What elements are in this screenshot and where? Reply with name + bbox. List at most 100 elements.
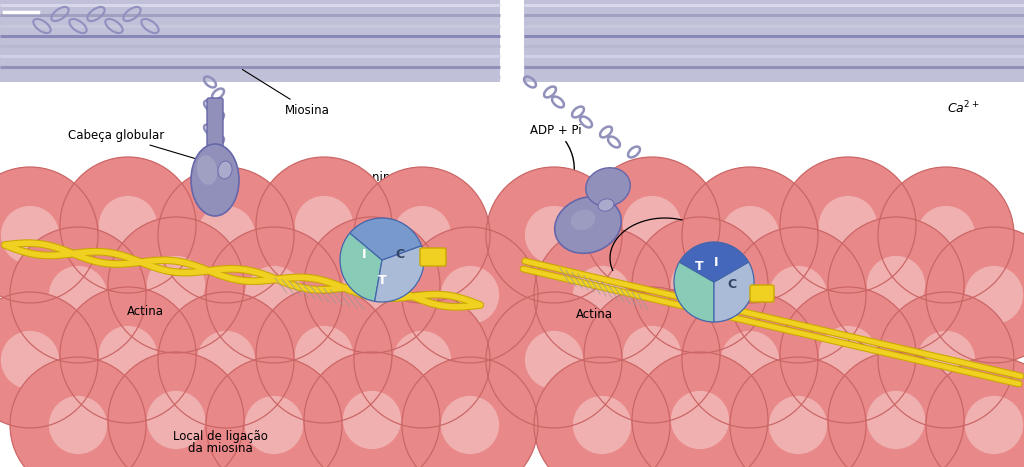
Circle shape bbox=[623, 196, 681, 254]
Ellipse shape bbox=[555, 197, 622, 253]
Text: $Ca^{2+}$: $Ca^{2+}$ bbox=[947, 99, 980, 116]
Circle shape bbox=[544, 237, 660, 354]
Circle shape bbox=[166, 410, 185, 430]
Circle shape bbox=[146, 391, 205, 449]
Circle shape bbox=[225, 376, 323, 467]
Circle shape bbox=[486, 292, 622, 428]
Circle shape bbox=[19, 367, 136, 467]
Circle shape bbox=[460, 285, 479, 304]
Circle shape bbox=[304, 336, 343, 375]
Circle shape bbox=[740, 225, 760, 245]
Ellipse shape bbox=[598, 199, 613, 211]
Circle shape bbox=[60, 157, 196, 293]
Circle shape bbox=[594, 297, 711, 413]
Circle shape bbox=[916, 331, 975, 389]
Circle shape bbox=[769, 396, 827, 454]
Ellipse shape bbox=[197, 155, 217, 185]
Circle shape bbox=[907, 196, 985, 274]
Circle shape bbox=[623, 326, 681, 384]
Circle shape bbox=[177, 311, 274, 409]
Circle shape bbox=[89, 186, 167, 264]
Circle shape bbox=[304, 352, 440, 467]
Circle shape bbox=[383, 196, 461, 274]
Circle shape bbox=[682, 292, 818, 428]
Text: T: T bbox=[378, 274, 386, 287]
Text: C: C bbox=[395, 248, 404, 262]
Circle shape bbox=[30, 247, 127, 344]
Circle shape bbox=[828, 336, 867, 375]
Circle shape bbox=[877, 266, 915, 304]
Text: Troponina: Troponina bbox=[340, 171, 397, 219]
Circle shape bbox=[759, 386, 837, 464]
Circle shape bbox=[0, 186, 79, 283]
Circle shape bbox=[343, 256, 401, 314]
Circle shape bbox=[10, 357, 146, 467]
Circle shape bbox=[965, 396, 1023, 454]
Circle shape bbox=[515, 196, 593, 274]
Circle shape bbox=[769, 266, 827, 324]
Circle shape bbox=[632, 217, 768, 353]
Circle shape bbox=[515, 321, 593, 399]
Circle shape bbox=[642, 226, 759, 343]
Circle shape bbox=[603, 306, 700, 403]
FancyBboxPatch shape bbox=[207, 98, 223, 147]
Circle shape bbox=[544, 367, 660, 467]
Circle shape bbox=[828, 205, 867, 244]
Circle shape bbox=[651, 371, 749, 467]
Circle shape bbox=[137, 246, 215, 324]
FancyBboxPatch shape bbox=[750, 285, 774, 302]
Circle shape bbox=[897, 311, 994, 409]
Circle shape bbox=[800, 177, 897, 274]
Circle shape bbox=[486, 167, 622, 303]
Circle shape bbox=[927, 216, 966, 255]
Circle shape bbox=[819, 196, 878, 254]
Circle shape bbox=[89, 316, 167, 394]
Wedge shape bbox=[679, 242, 749, 282]
Ellipse shape bbox=[191, 144, 239, 216]
Circle shape bbox=[642, 215, 662, 235]
Circle shape bbox=[692, 302, 808, 418]
Circle shape bbox=[324, 371, 421, 467]
Circle shape bbox=[788, 415, 808, 435]
Circle shape bbox=[584, 157, 720, 293]
Circle shape bbox=[790, 167, 906, 283]
Circle shape bbox=[936, 225, 955, 245]
Circle shape bbox=[58, 276, 97, 314]
Circle shape bbox=[412, 237, 528, 354]
Circle shape bbox=[402, 216, 441, 255]
Circle shape bbox=[441, 266, 499, 324]
Circle shape bbox=[413, 225, 432, 245]
Circle shape bbox=[177, 186, 274, 283]
Circle shape bbox=[108, 217, 244, 353]
Circle shape bbox=[838, 362, 954, 467]
Circle shape bbox=[313, 226, 430, 343]
Circle shape bbox=[275, 177, 373, 274]
Circle shape bbox=[975, 276, 1014, 314]
Circle shape bbox=[49, 396, 108, 454]
Circle shape bbox=[690, 410, 710, 430]
Circle shape bbox=[374, 186, 471, 283]
Circle shape bbox=[839, 215, 858, 235]
Circle shape bbox=[313, 362, 430, 467]
Text: I: I bbox=[362, 248, 367, 262]
Circle shape bbox=[157, 401, 196, 439]
Circle shape bbox=[451, 276, 489, 314]
Circle shape bbox=[936, 237, 1024, 354]
Circle shape bbox=[788, 285, 808, 304]
Text: da miosina: da miosina bbox=[187, 442, 252, 455]
Wedge shape bbox=[714, 262, 754, 322]
Text: ADP + Pi: ADP + Pi bbox=[530, 123, 582, 181]
Wedge shape bbox=[340, 233, 382, 301]
Circle shape bbox=[412, 367, 528, 467]
Circle shape bbox=[255, 405, 294, 445]
Text: Actina: Actina bbox=[575, 308, 613, 321]
Text: C: C bbox=[727, 277, 736, 290]
Circle shape bbox=[711, 196, 788, 274]
Text: Local de ligação: Local de ligação bbox=[173, 430, 267, 443]
Circle shape bbox=[118, 362, 234, 467]
Circle shape bbox=[839, 345, 858, 365]
Circle shape bbox=[0, 167, 98, 303]
Circle shape bbox=[730, 357, 866, 467]
Circle shape bbox=[877, 401, 915, 439]
Circle shape bbox=[256, 157, 392, 293]
